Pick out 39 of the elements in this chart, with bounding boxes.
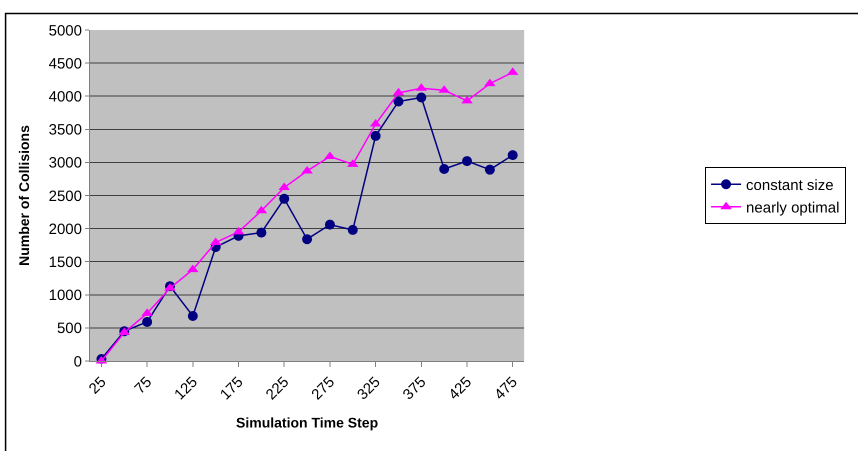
point	[142, 316, 152, 327]
point	[393, 96, 404, 106]
point	[484, 164, 495, 175]
point	[416, 92, 426, 103]
y-tick-label: 500	[56, 320, 82, 338]
point	[302, 234, 312, 244]
x-tick-label: 325	[354, 374, 384, 404]
point	[370, 130, 381, 141]
x-axis-title: Simulation Time Step	[236, 414, 378, 431]
point	[508, 150, 518, 160]
point	[324, 220, 335, 230]
x-tick-label: 75	[131, 374, 156, 398]
x-tick-label: 375	[400, 374, 430, 404]
point	[462, 156, 472, 166]
point	[348, 224, 358, 235]
y-tick-label: 4500	[48, 55, 82, 72]
y-tick-label: 2500	[48, 188, 82, 205]
x-tick-label: 25	[86, 374, 110, 398]
x-tick-label: 175	[216, 374, 247, 404]
point	[188, 310, 198, 321]
y-tick-label: 4000	[48, 88, 82, 106]
x-tick-label: 225	[262, 374, 292, 404]
y-tick-label: 0	[74, 353, 82, 370]
x-tick-label: 275	[308, 374, 338, 404]
point	[256, 228, 266, 238]
legend-label: constant size	[746, 177, 834, 194]
x-tick-label: 125	[171, 374, 201, 404]
y-tick-label: 3500	[48, 122, 82, 139]
y-tick-label: 3000	[48, 154, 82, 172]
point	[439, 164, 450, 174]
x-tick-label: 425	[445, 374, 476, 404]
y-tick-label: 5000	[48, 22, 82, 40]
y-tick-label: 1500	[48, 254, 82, 271]
x-tick-label: 475	[491, 374, 521, 404]
y-tick-label: 2000	[48, 220, 82, 238]
y-tick-label: 1000	[48, 287, 82, 304]
legend-label: nearly optimal	[746, 200, 840, 217]
point	[279, 194, 290, 204]
y-axis-title: Number of Collisions	[16, 124, 32, 266]
